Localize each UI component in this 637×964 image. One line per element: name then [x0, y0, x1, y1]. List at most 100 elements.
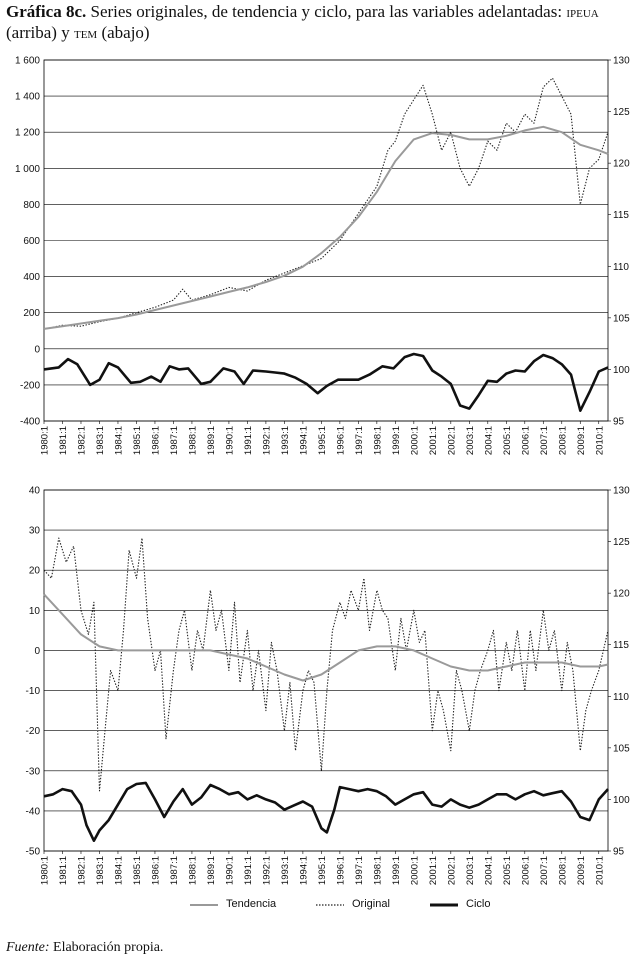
x-tick-label: 1996:1	[335, 426, 346, 455]
right-tick-label: 130	[613, 56, 630, 67]
left-tick-label: 0	[34, 646, 40, 657]
x-tick-label: 1990:1	[224, 426, 235, 455]
x-tick-label: 1992:1	[261, 856, 272, 885]
left-tick-label: 40	[29, 486, 41, 497]
right-tick-label: 120	[613, 589, 630, 600]
legend-item-trend: Tendencia	[190, 896, 300, 914]
right-tick-label: 115	[613, 210, 629, 221]
left-tick-label: -20	[26, 726, 41, 737]
x-tick-label: 1998:1	[372, 856, 383, 885]
x-tick-label: 1982:1	[76, 426, 87, 455]
chart-ipeua: -400 -200 0 200 400 600 800 1 000 1 200 1 400 1 60…	[15, 56, 630, 456]
legend-swatch-cycle	[430, 903, 458, 907]
x-tick-label: 1985:1	[132, 426, 143, 455]
right-tick-label: 95	[613, 847, 625, 858]
x-tick-label: 1994:1	[298, 426, 309, 455]
x-tick-label: 2002:1	[446, 856, 457, 885]
legend-label-cycle: Ciclo	[466, 898, 491, 910]
left-tick-label: -10	[26, 686, 41, 697]
left-tick-label: 1 000	[15, 164, 40, 175]
left-tick-label: 400	[23, 272, 40, 283]
series-ciclo-line	[43, 352, 609, 413]
x-tick-label: 1993:1	[280, 856, 291, 885]
x-tick-label: 2009:1	[576, 856, 587, 885]
x-tick-label: 2007:1	[539, 856, 550, 885]
x-tick-label: 1997:1	[354, 426, 365, 455]
x-tick-label: 2002:1	[446, 426, 457, 455]
x-tick-label: 2006:1	[520, 426, 531, 455]
right-tick-label: 125	[613, 107, 630, 118]
right-tick-label: 95	[613, 417, 625, 428]
right-tick-label: 125	[613, 537, 630, 548]
left-tick-label: -200	[20, 380, 40, 391]
series-original-line	[43, 77, 609, 330]
x-tick-label: 2005:1	[502, 426, 513, 455]
title-var1: ipeua	[566, 5, 599, 21]
legend-swatch-original	[316, 904, 344, 906]
left-tick-label: 0	[34, 344, 40, 355]
legend-item-cycle: Ciclo	[430, 896, 520, 914]
left-tick-label: -30	[26, 766, 41, 777]
left-tick-label: 1 400	[15, 92, 40, 103]
x-tick-label: 1999:1	[391, 426, 402, 455]
x-tick-label: 1991:1	[243, 426, 254, 455]
x-tick-label: 1986:1	[150, 856, 161, 885]
x-tick-label: 1987:1	[169, 426, 180, 455]
x-tick-label: 1984:1	[113, 426, 124, 455]
x-tick-label: 1989:1	[206, 856, 217, 885]
x-tick-label: 2000:1	[409, 426, 420, 455]
right-tick-label: 100	[613, 365, 630, 376]
x-tick-label: 1984:1	[113, 856, 124, 885]
footnote-text: Elaboración propia.	[53, 940, 164, 955]
x-tick-label: 1998:1	[372, 426, 383, 455]
right-tick-label: 120	[613, 159, 630, 170]
x-tick-label: 2003:1	[465, 426, 476, 455]
footnote: Fuente: Elaboración propia.	[6, 940, 163, 956]
legend-item-original: Original	[316, 896, 416, 914]
x-tick-label: 1987:1	[169, 856, 180, 885]
x-tick-label: 1981:1	[58, 426, 69, 455]
x-tick-label: 2001:1	[428, 426, 439, 455]
chart-title: Gráfica 8c. Series originales, de tenden…	[6, 2, 632, 44]
x-tick-label: 1982:1	[76, 856, 87, 885]
x-tick-label: 2009:1	[576, 426, 587, 455]
x-tick-label: 1999:1	[391, 856, 402, 885]
x-tick-label: 2007:1	[539, 426, 550, 455]
right-tick-label: 115	[613, 640, 629, 651]
left-tick-label: -40	[26, 806, 41, 817]
title-text-mid2: (abajo)	[101, 23, 150, 42]
x-tick-label: 2008:1	[557, 426, 568, 455]
x-tick-label: 1981:1	[58, 856, 69, 885]
x-tick-label: 1995:1	[317, 856, 328, 885]
footnote-label: Fuente:	[6, 940, 50, 955]
x-tick-label: 2006:1	[520, 856, 531, 885]
x-tick-label: 2010:1	[594, 856, 605, 885]
right-tick-label: 110	[613, 692, 629, 703]
series-tendencia-line	[43, 593, 609, 682]
right-tick-label: 110	[613, 262, 629, 273]
x-tick-label: 1989:1	[206, 426, 217, 455]
legend-swatch-trend	[190, 904, 218, 906]
x-tick-label: 1995:1	[317, 426, 328, 455]
x-tick-label: 2003:1	[465, 856, 476, 885]
x-tick-label: 2004:1	[483, 856, 494, 885]
left-tick-label: 200	[23, 308, 40, 319]
x-tick-label: 1997:1	[354, 856, 365, 885]
x-tick-label: 2005:1	[502, 856, 513, 885]
right-tick-label: 105	[613, 743, 630, 754]
x-tick-label: 2000:1	[409, 856, 420, 885]
right-tick-label: 130	[613, 486, 630, 497]
left-tick-label: -50	[26, 847, 41, 858]
x-tick-label: 1988:1	[187, 426, 198, 455]
x-tick-label: 1991:1	[243, 856, 254, 885]
x-tick-label: 1993:1	[280, 426, 291, 455]
x-tick-label: 1983:1	[95, 426, 106, 455]
left-tick-label: 1 200	[15, 128, 40, 139]
x-tick-label: 1983:1	[95, 856, 106, 885]
title-label: Gráfica 8c.	[6, 2, 87, 21]
series-ciclo-line	[43, 781, 609, 843]
x-tick-label: 2004:1	[483, 426, 494, 455]
title-text-mid1: (arriba) y	[6, 23, 70, 42]
left-tick-label: 30	[29, 526, 41, 537]
left-tick-label: 1 600	[15, 56, 40, 67]
